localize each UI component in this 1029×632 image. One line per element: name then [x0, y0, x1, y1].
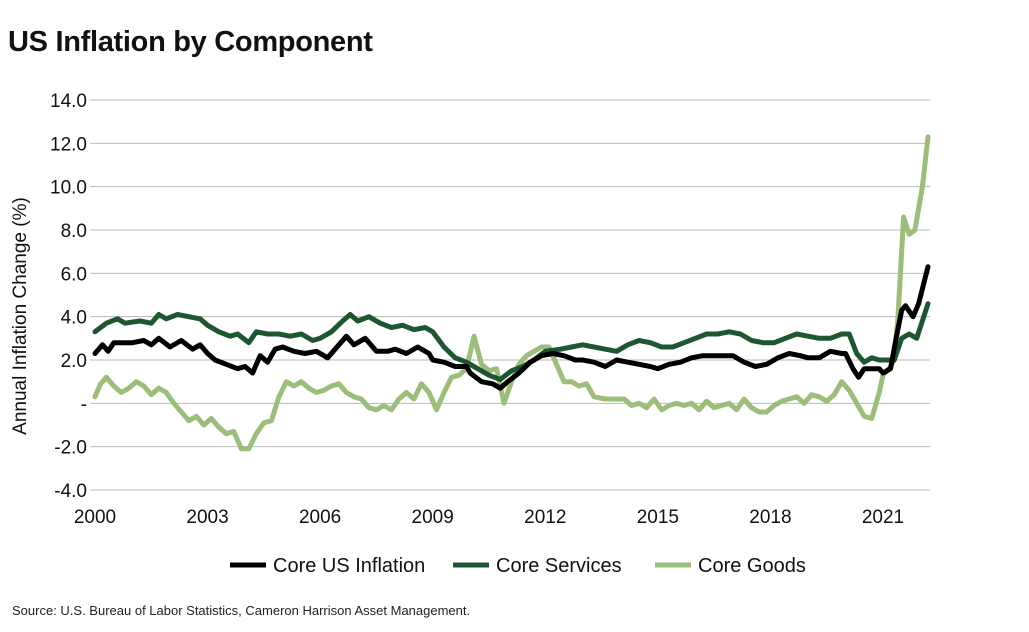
series-line-core-us-inflation — [92, 264, 931, 391]
gridlines — [90, 99, 930, 491]
x-tick-label: 2009 — [412, 507, 454, 528]
legend-label: Core Services — [496, 555, 622, 577]
x-tick-label: 2015 — [637, 507, 679, 528]
y-tick-label: 4.0 — [61, 308, 87, 329]
chart-title: US Inflation by Component — [8, 26, 373, 58]
source-note: Source: U.S. Bureau of Labor Statistics,… — [12, 603, 471, 618]
x-tick-label: 2018 — [749, 507, 791, 528]
y-tick-label: 14.0 — [50, 91, 87, 112]
y-tick-label: 12.0 — [50, 134, 87, 155]
x-tick-label: 2003 — [186, 507, 228, 528]
series-line-core-goods — [92, 134, 931, 452]
x-tick-label: 2021 — [862, 507, 904, 528]
y-tick-label: 6.0 — [61, 264, 87, 285]
y-axis-ticks: -4.0-2.0-2.04.06.08.010.012.014.0 — [50, 91, 87, 502]
y-tick-label: 2.0 — [61, 351, 87, 372]
y-tick-label: 8.0 — [61, 221, 87, 242]
series-lines — [92, 134, 931, 452]
legend-label: Core Goods — [698, 555, 806, 577]
x-tick-label: 2006 — [299, 507, 341, 528]
y-axis-label: Annual Inflation Change (%) — [10, 197, 31, 435]
legend-label: Core US Inflation — [273, 555, 425, 577]
y-tick-label: 10.0 — [50, 178, 87, 199]
y-tick-label: - — [81, 394, 87, 415]
x-axis-ticks: 2000 2003 2006 2009 2012 2015 2018 2021 — [74, 507, 904, 528]
y-tick-label: -4.0 — [54, 481, 87, 502]
y-tick-label: -2.0 — [54, 438, 87, 459]
x-tick-label: 2012 — [524, 507, 566, 528]
series-line-core-services — [92, 301, 931, 382]
x-tick-label: 2000 — [74, 507, 116, 528]
legend: Core US Inflation Core Services Core Goods — [230, 555, 806, 577]
